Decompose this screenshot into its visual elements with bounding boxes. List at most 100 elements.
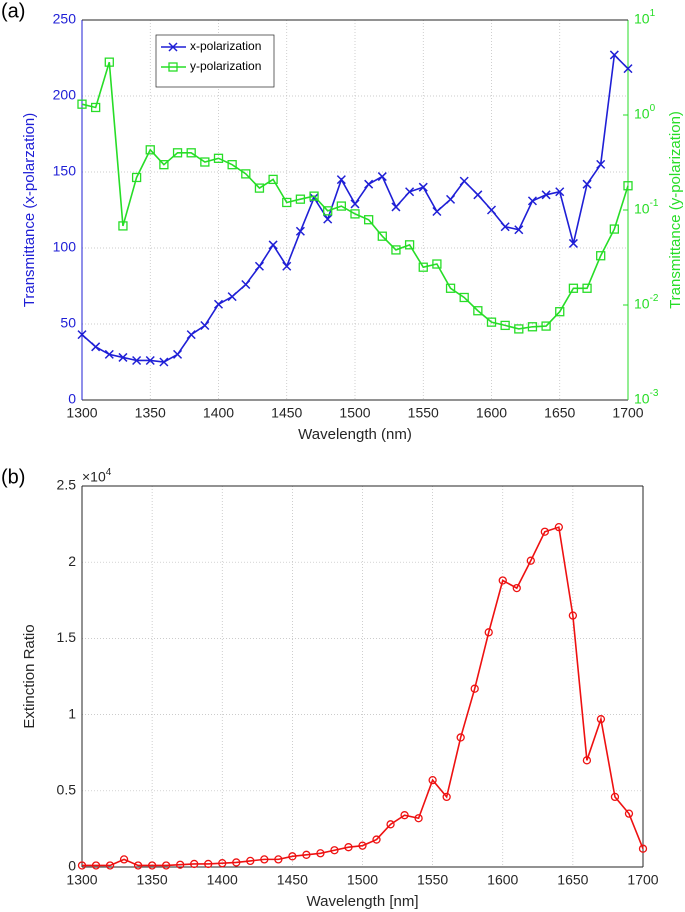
marker bbox=[241, 169, 251, 179]
x-tick-label: 1550 bbox=[408, 405, 439, 421]
marker bbox=[377, 172, 387, 182]
marker bbox=[446, 194, 456, 204]
y-tick-label: 2.5 bbox=[57, 477, 77, 493]
marker bbox=[486, 205, 497, 215]
marker bbox=[609, 224, 619, 234]
marker bbox=[295, 226, 305, 236]
x-tick-label: 1300 bbox=[66, 872, 97, 888]
marker bbox=[596, 159, 606, 169]
y2-tick-label: 10-1 bbox=[634, 198, 659, 217]
marker bbox=[260, 855, 269, 864]
marker bbox=[456, 733, 465, 742]
marker bbox=[77, 861, 87, 870]
marker bbox=[418, 182, 428, 192]
marker bbox=[527, 196, 537, 206]
y2-tick-exponent: -1 bbox=[650, 198, 659, 209]
marker bbox=[118, 221, 128, 231]
marker bbox=[350, 199, 360, 209]
x-tick-label: 1400 bbox=[207, 872, 238, 888]
marker bbox=[500, 320, 510, 331]
marker bbox=[432, 206, 442, 217]
marker bbox=[145, 355, 155, 366]
marker bbox=[159, 160, 169, 170]
marker bbox=[213, 153, 224, 163]
marker bbox=[555, 307, 565, 317]
marker bbox=[377, 231, 387, 241]
marker bbox=[282, 197, 292, 208]
marker bbox=[161, 861, 171, 870]
marker bbox=[132, 355, 142, 366]
y2-tick-exponent: 1 bbox=[650, 8, 656, 19]
y-multiplier: ×104 bbox=[82, 467, 112, 485]
marker bbox=[77, 330, 87, 340]
marker bbox=[582, 179, 592, 189]
legend-label: y-polarization bbox=[190, 59, 261, 73]
y-tick-label: 250 bbox=[53, 11, 77, 27]
marker bbox=[344, 843, 353, 852]
marker bbox=[295, 194, 306, 204]
marker bbox=[159, 357, 169, 367]
marker bbox=[105, 861, 115, 870]
marker bbox=[568, 611, 578, 620]
marker bbox=[364, 179, 374, 189]
marker bbox=[268, 174, 278, 185]
marker bbox=[309, 191, 319, 201]
panel-label: (b) bbox=[1, 466, 25, 488]
marker bbox=[432, 259, 442, 269]
marker bbox=[172, 148, 183, 158]
marker bbox=[186, 148, 196, 158]
marker bbox=[91, 342, 101, 352]
x-axis-label: Wavelength (nm) bbox=[298, 426, 412, 443]
marker bbox=[323, 214, 333, 224]
x-tick-label: 1650 bbox=[557, 872, 588, 888]
marker bbox=[596, 251, 606, 261]
marker bbox=[473, 306, 483, 316]
marker bbox=[268, 240, 278, 250]
marker bbox=[386, 820, 395, 829]
marker bbox=[119, 855, 129, 864]
marker bbox=[486, 317, 497, 327]
y-tick-label: 2 bbox=[68, 553, 76, 569]
marker bbox=[555, 187, 565, 197]
marker bbox=[400, 811, 409, 820]
marker bbox=[541, 190, 551, 200]
y-tick-label: 1 bbox=[68, 705, 76, 721]
marker bbox=[596, 715, 606, 724]
marker bbox=[218, 859, 227, 868]
y2-tick-label: 10-2 bbox=[634, 293, 659, 312]
marker bbox=[186, 330, 196, 340]
legend-label: x-polarization bbox=[190, 39, 261, 53]
y-tick-label: 150 bbox=[53, 163, 77, 179]
marker bbox=[459, 176, 469, 186]
marker bbox=[473, 190, 483, 200]
y-tick-label: 200 bbox=[53, 87, 77, 103]
marker bbox=[288, 852, 297, 861]
marker bbox=[372, 835, 381, 844]
y-axis-label: Transmittance (x-polarzation) bbox=[21, 113, 38, 308]
marker bbox=[104, 57, 114, 67]
marker bbox=[500, 222, 510, 232]
marker bbox=[623, 181, 633, 191]
marker bbox=[428, 775, 437, 785]
y-tick-label: 1.5 bbox=[57, 629, 77, 645]
y-tick-label: 0 bbox=[68, 391, 76, 407]
marker bbox=[554, 522, 563, 532]
marker bbox=[638, 844, 648, 853]
marker bbox=[336, 175, 346, 185]
marker bbox=[227, 160, 237, 170]
marker bbox=[391, 245, 401, 255]
marker bbox=[190, 859, 199, 869]
marker bbox=[204, 859, 213, 869]
marker bbox=[213, 299, 224, 309]
y-multiplier-exponent: 4 bbox=[106, 467, 112, 478]
marker bbox=[118, 352, 128, 362]
marker bbox=[77, 99, 87, 109]
marker bbox=[609, 50, 619, 60]
marker bbox=[323, 206, 333, 216]
marker bbox=[173, 349, 183, 359]
marker bbox=[540, 527, 549, 536]
x-tick-label: 1600 bbox=[487, 872, 518, 888]
x-tick-label: 1500 bbox=[339, 405, 370, 421]
marker bbox=[232, 858, 241, 867]
